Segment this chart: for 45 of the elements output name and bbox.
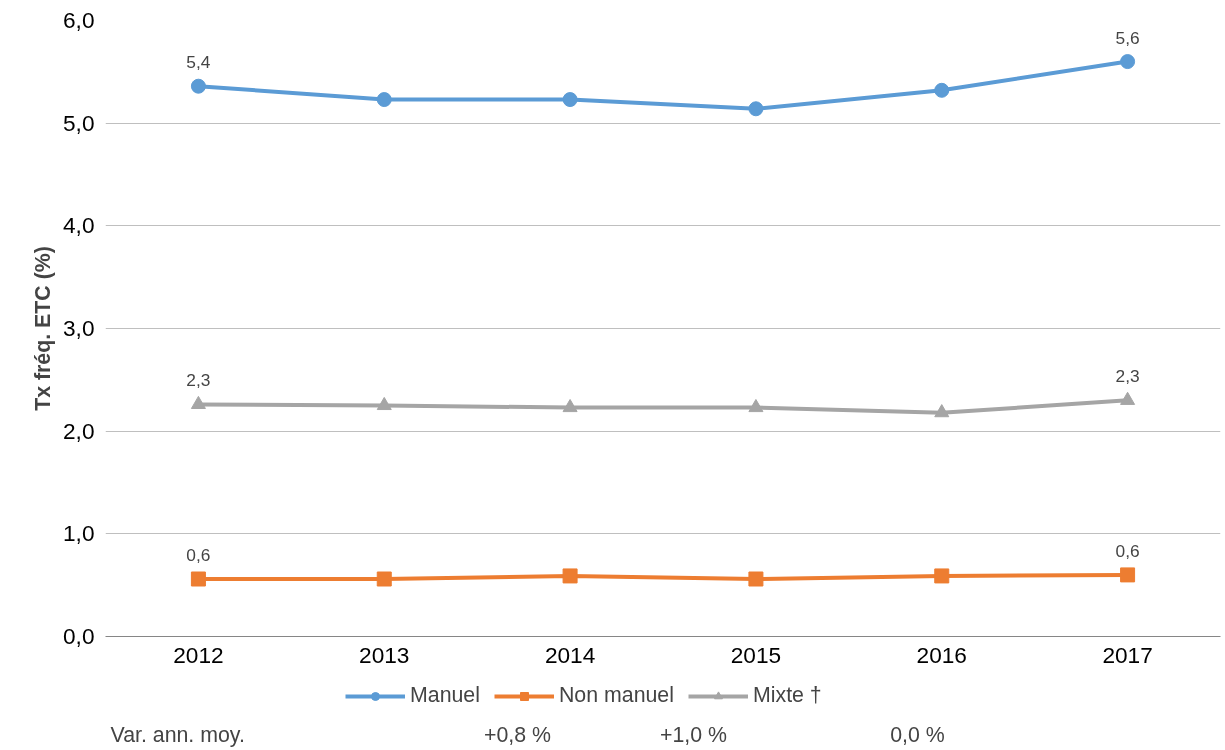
point bbox=[1120, 54, 1136, 70]
point bbox=[562, 92, 578, 108]
text: +1,0 % bbox=[660, 722, 728, 747]
point bbox=[190, 395, 206, 410]
y-axis-title: Tx fréq. ETC (%) bbox=[31, 246, 55, 411]
data-label: 2,3 bbox=[186, 370, 211, 391]
point bbox=[376, 92, 392, 108]
data-label: 0,6 bbox=[1115, 540, 1140, 561]
point bbox=[748, 398, 764, 413]
text: +0,8 % bbox=[484, 722, 552, 747]
point bbox=[562, 398, 578, 413]
text: 0,0 % bbox=[890, 722, 945, 747]
data-label: 0,6 bbox=[186, 545, 211, 566]
point bbox=[934, 82, 950, 98]
point bbox=[376, 396, 392, 411]
x-tick-label: 2014 bbox=[544, 641, 596, 668]
x-tick-label: 2017 bbox=[1102, 641, 1153, 668]
point bbox=[562, 568, 578, 584]
y-tick-label: 1,0 bbox=[63, 520, 95, 547]
y-tick-label: 2,0 bbox=[63, 417, 95, 444]
x-tick-label: 2012 bbox=[173, 641, 224, 668]
text: Var. ann. moy. bbox=[110, 722, 245, 747]
y-tick-label: 0,0 bbox=[63, 623, 95, 649]
legend-label: Manuel bbox=[410, 683, 480, 708]
point bbox=[934, 404, 950, 418]
legend-label: Non manuel bbox=[558, 683, 674, 708]
point bbox=[934, 568, 950, 584]
point bbox=[748, 571, 764, 587]
x-tick-label: 2013 bbox=[359, 641, 410, 668]
legend-label: Mixte † bbox=[752, 683, 822, 708]
y-tick-label: 4,0 bbox=[63, 212, 95, 239]
point bbox=[376, 571, 392, 587]
point bbox=[1120, 567, 1136, 583]
point bbox=[1120, 391, 1136, 405]
data-label: 5,6 bbox=[1115, 27, 1140, 48]
y-tick-label: 6,0 bbox=[63, 7, 95, 33]
y-tick-label: 3,0 bbox=[63, 315, 95, 341]
x-tick-label: 2016 bbox=[916, 641, 967, 668]
x-tick-label: 2015 bbox=[730, 641, 782, 668]
y-tick-label: 5,0 bbox=[63, 109, 95, 136]
point bbox=[190, 78, 206, 94]
point bbox=[748, 101, 764, 117]
data-label: 5,4 bbox=[186, 52, 211, 73]
point bbox=[190, 571, 206, 587]
data-label: 2,3 bbox=[1115, 366, 1140, 387]
